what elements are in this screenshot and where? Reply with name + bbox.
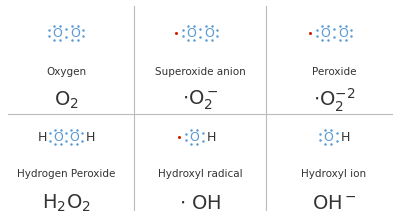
Text: H$_2$O$_2$: H$_2$O$_2$ bbox=[42, 192, 90, 214]
Text: O: O bbox=[70, 27, 80, 40]
Text: Superoxide anion: Superoxide anion bbox=[155, 67, 245, 77]
Text: O: O bbox=[52, 27, 62, 40]
Text: OH$^-$: OH$^-$ bbox=[312, 194, 356, 213]
Text: O: O bbox=[186, 27, 196, 40]
Text: Hydrogen Peroxide: Hydrogen Peroxide bbox=[17, 169, 115, 179]
Text: O: O bbox=[323, 131, 333, 144]
Text: O$_2$: O$_2$ bbox=[54, 90, 78, 111]
Text: $\cdot$O$_2^-$: $\cdot$O$_2^-$ bbox=[182, 89, 218, 112]
Text: O: O bbox=[338, 27, 348, 40]
Text: H: H bbox=[206, 131, 216, 144]
Text: H: H bbox=[340, 131, 350, 144]
Text: $\cdot$O$_2^{-2}$: $\cdot$O$_2^{-2}$ bbox=[313, 87, 355, 114]
Text: O: O bbox=[69, 131, 79, 144]
Text: O: O bbox=[53, 131, 63, 144]
Text: O: O bbox=[189, 131, 199, 144]
Text: O: O bbox=[320, 27, 330, 40]
Text: Peroxide: Peroxide bbox=[312, 67, 356, 77]
Text: H: H bbox=[37, 131, 47, 144]
Text: Hydroxyl radical: Hydroxyl radical bbox=[158, 169, 242, 179]
Text: O: O bbox=[204, 27, 214, 40]
Text: H: H bbox=[85, 131, 95, 144]
Text: $\cdot$ OH: $\cdot$ OH bbox=[179, 194, 221, 213]
Text: Hydroxyl ion: Hydroxyl ion bbox=[302, 169, 366, 179]
Text: Oxygen: Oxygen bbox=[46, 67, 86, 77]
